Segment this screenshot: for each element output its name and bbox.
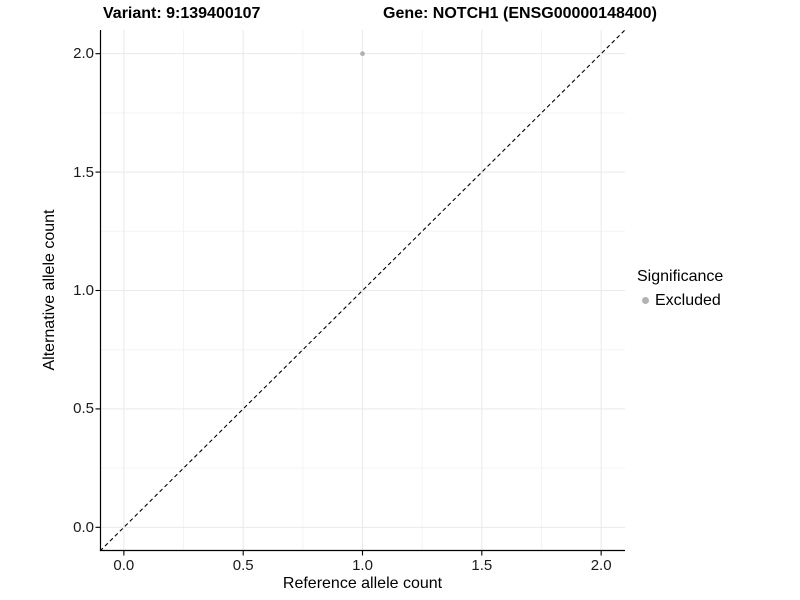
x-tick-label-4: 2.0	[590, 557, 612, 574]
y-tick-label-0: 0.0	[73, 518, 94, 536]
x-axis-title: Reference allele count	[282, 575, 443, 592]
x-tick-label-3: 1.5	[471, 557, 493, 574]
plot-title-gene: Gene: NOTCH1 (ENSG00000148400)	[383, 5, 657, 22]
x-tick-label-1: 0.5	[232, 557, 254, 574]
plot-panel	[95, 29, 626, 556]
data-point	[360, 51, 365, 57]
legend-title: Significance	[637, 268, 724, 285]
legend-item-excluded: Excluded	[637, 290, 723, 311]
x-tick-label-0: 0.0	[113, 557, 135, 574]
y-tick-label-2: 1.0	[73, 282, 94, 299]
legend-point-marker-icon	[642, 297, 649, 304]
plot-title-variant: Variant: 9:139400107	[103, 5, 261, 22]
legend-item-label: Excluded	[655, 292, 721, 309]
y-tick-label-4: 2.0	[73, 45, 94, 63]
legend: Significance Excluded	[637, 266, 723, 311]
identity-reference-line	[99, 29, 626, 552]
y-axis-title: Alternative allele count	[41, 209, 58, 371]
y-tick-label-3: 1.5	[73, 163, 94, 181]
y-tick-label-1: 0.5	[73, 400, 94, 418]
x-tick-label-2: 1.0	[352, 557, 373, 574]
